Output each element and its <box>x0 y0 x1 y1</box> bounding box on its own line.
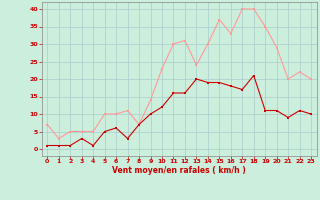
X-axis label: Vent moyen/en rafales ( km/h ): Vent moyen/en rafales ( km/h ) <box>112 166 246 175</box>
